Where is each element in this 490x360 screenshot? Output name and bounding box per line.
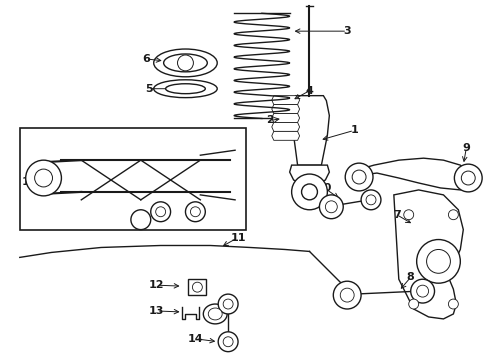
Circle shape xyxy=(218,332,238,352)
Circle shape xyxy=(411,279,435,303)
Circle shape xyxy=(25,160,61,196)
Circle shape xyxy=(409,299,418,309)
Polygon shape xyxy=(272,96,299,105)
Text: 4: 4 xyxy=(306,86,314,96)
Circle shape xyxy=(191,207,200,217)
Circle shape xyxy=(404,210,414,220)
Text: 14: 14 xyxy=(188,334,203,344)
Text: 8: 8 xyxy=(407,272,415,282)
Circle shape xyxy=(352,170,366,184)
Circle shape xyxy=(448,299,458,309)
Circle shape xyxy=(193,282,202,292)
Text: 11: 11 xyxy=(230,233,246,243)
Circle shape xyxy=(301,184,318,200)
Ellipse shape xyxy=(208,308,222,320)
Circle shape xyxy=(345,163,373,191)
Ellipse shape xyxy=(154,49,217,77)
Circle shape xyxy=(185,202,205,222)
Text: 13: 13 xyxy=(149,306,164,316)
Text: 3: 3 xyxy=(343,26,351,36)
Text: 5: 5 xyxy=(145,84,152,94)
Bar xyxy=(20,129,246,230)
Text: 7: 7 xyxy=(393,210,401,220)
Text: 9: 9 xyxy=(463,143,470,153)
Circle shape xyxy=(340,288,354,302)
Text: 1: 1 xyxy=(350,125,358,135)
Circle shape xyxy=(454,164,482,192)
Text: 2: 2 xyxy=(266,116,274,126)
Circle shape xyxy=(319,195,343,219)
Circle shape xyxy=(448,210,458,220)
Bar xyxy=(189,279,206,295)
Circle shape xyxy=(366,195,376,205)
Polygon shape xyxy=(272,113,299,122)
Ellipse shape xyxy=(154,80,217,98)
Text: 12: 12 xyxy=(149,280,165,290)
Circle shape xyxy=(131,210,151,230)
Ellipse shape xyxy=(166,84,205,94)
Ellipse shape xyxy=(164,54,207,72)
Polygon shape xyxy=(272,105,299,113)
Circle shape xyxy=(292,174,327,210)
Circle shape xyxy=(361,190,381,210)
Circle shape xyxy=(218,294,238,314)
Text: 6: 6 xyxy=(142,54,150,64)
Circle shape xyxy=(223,337,233,347)
Text: 15: 15 xyxy=(22,177,37,187)
Polygon shape xyxy=(272,131,299,140)
Circle shape xyxy=(427,249,450,273)
Polygon shape xyxy=(394,190,464,319)
Text: 10: 10 xyxy=(317,183,332,193)
Circle shape xyxy=(223,299,233,309)
Circle shape xyxy=(333,281,361,309)
Circle shape xyxy=(177,55,194,71)
Circle shape xyxy=(416,239,460,283)
Polygon shape xyxy=(272,122,299,131)
Circle shape xyxy=(35,169,52,187)
Circle shape xyxy=(416,285,429,297)
Ellipse shape xyxy=(203,304,227,324)
Polygon shape xyxy=(357,158,470,190)
Circle shape xyxy=(461,171,475,185)
Polygon shape xyxy=(292,96,329,165)
Polygon shape xyxy=(290,165,329,182)
Circle shape xyxy=(151,202,171,222)
Circle shape xyxy=(156,207,166,217)
Circle shape xyxy=(325,201,337,213)
